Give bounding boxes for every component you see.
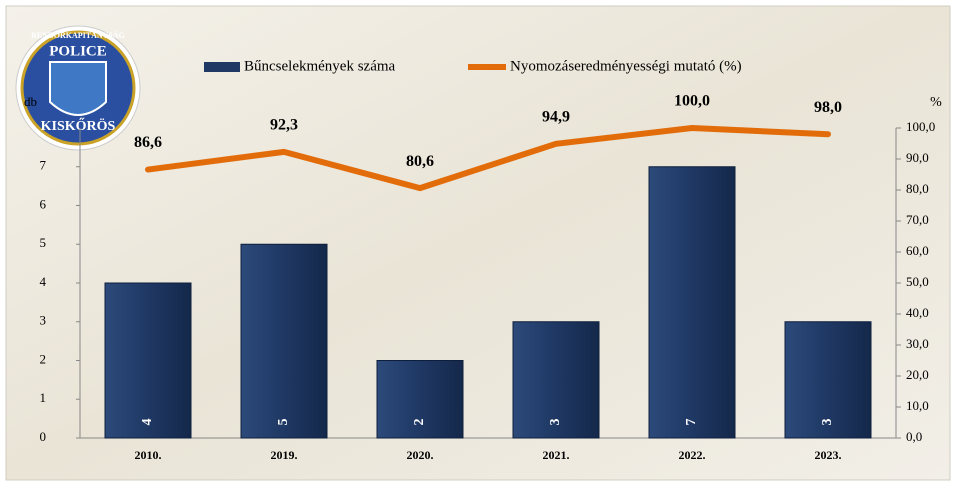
y2-tick-label: 90,0 xyxy=(906,150,929,165)
bar xyxy=(512,321,600,439)
bar xyxy=(376,360,464,439)
bar-value-label: 4 xyxy=(140,419,155,426)
logo-title: POLICE xyxy=(49,43,107,59)
y-tick-label: 0 xyxy=(40,429,47,444)
line-value-label: 92,3 xyxy=(270,117,298,134)
bar xyxy=(784,321,872,439)
line xyxy=(145,125,831,192)
bar-value-label: 5 xyxy=(276,419,291,426)
line-value-label: 80,6 xyxy=(406,153,434,170)
y-tick-label: 1 xyxy=(40,390,47,405)
x-tick-label: 2022. xyxy=(679,448,706,462)
logo-arc-text: RENDŐRKAPITÁNYSÁG xyxy=(31,30,125,40)
legend-label: Bűncselekmények száma xyxy=(244,58,396,74)
x-tick-label: 2023. xyxy=(815,448,842,462)
logo: RENDŐRKAPITÁNYSÁG POLICE KISKŐRÖS xyxy=(15,25,141,151)
line-value-label: 100,0 xyxy=(674,93,710,110)
y-tick-label: 6 xyxy=(40,196,47,211)
bar-value-label: 3 xyxy=(548,419,563,426)
y-tick-label: 5 xyxy=(40,235,47,250)
y-tick-label: 3 xyxy=(40,313,47,328)
y2-tick-label: 10,0 xyxy=(906,398,929,413)
y2-tick-label: 60,0 xyxy=(906,243,929,258)
logo-city: KISKŐRÖS xyxy=(41,117,116,134)
y-tick-label: 7 xyxy=(40,158,47,173)
y2-tick-label: 80,0 xyxy=(906,181,929,196)
y2-tick-label: 70,0 xyxy=(906,212,929,227)
bar xyxy=(104,282,192,439)
bar xyxy=(648,166,736,439)
y2-tick-label: 0,0 xyxy=(906,429,922,444)
x-tick-label: 2020. xyxy=(407,448,434,462)
y2-tick-label: 40,0 xyxy=(906,305,929,320)
y-tick-label: 2 xyxy=(40,351,47,366)
y2-tick-label: 20,0 xyxy=(906,367,929,382)
x-tick-label: 2010. xyxy=(135,448,162,462)
y-axis-label: db xyxy=(24,94,37,109)
line-value-label: 94,9 xyxy=(542,108,570,125)
bar xyxy=(240,243,328,439)
y-tick-label: 4 xyxy=(40,274,47,289)
bar-value-label: 2 xyxy=(412,419,427,426)
bar-value-label: 7 xyxy=(684,419,699,426)
x-tick-label: 2019. xyxy=(271,448,298,462)
line-value-label: 98,0 xyxy=(814,99,842,116)
y2-axis-label: % xyxy=(930,95,942,110)
y2-tick-label: 50,0 xyxy=(906,274,929,289)
x-tick-label: 2021. xyxy=(543,448,570,462)
y2-tick-label: 100,0 xyxy=(906,119,935,134)
legend-swatch xyxy=(204,62,240,72)
y2-tick-label: 30,0 xyxy=(906,336,929,351)
bar-value-label: 3 xyxy=(820,419,835,426)
line-value-label: 86,6 xyxy=(134,134,162,151)
legend-label: Nyomozáseredményességi mutató (%) xyxy=(510,58,742,74)
